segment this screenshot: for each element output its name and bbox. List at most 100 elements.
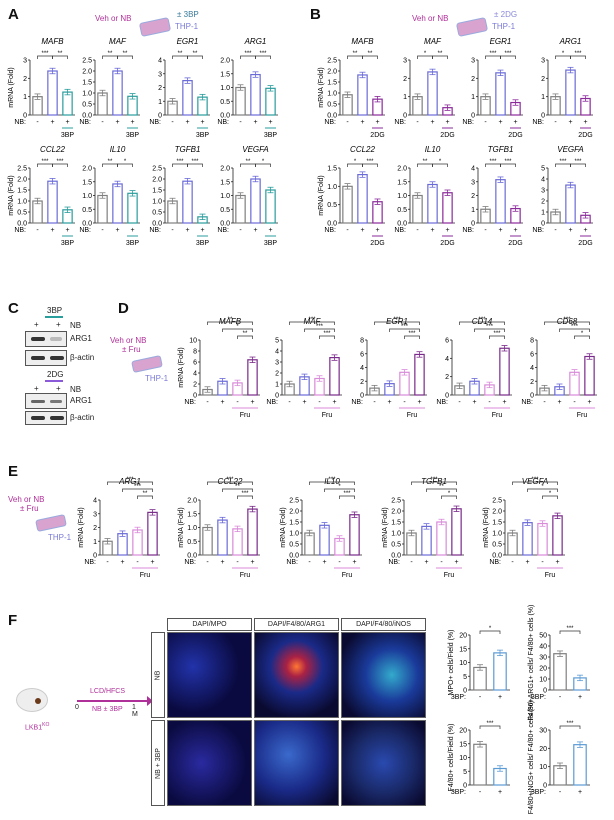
- y-tick-label: 4: [193, 371, 197, 378]
- bar: [507, 532, 518, 556]
- significance-label: **: [423, 159, 428, 165]
- y-axis-label: mRNA (Fold): [280, 507, 287, 547]
- y-tick-label: 0: [158, 113, 162, 120]
- x-tick-label: +: [557, 399, 561, 406]
- schematic-inhibitor: ± 2DG: [494, 10, 518, 19]
- y-axis-label: mRNA (Fold): [178, 507, 185, 547]
- significance-label: ***: [343, 491, 351, 497]
- x-tick-label: +: [150, 559, 154, 566]
- x-row-label: NB:: [84, 559, 96, 566]
- flask-icon: [35, 514, 67, 532]
- y-tick-label: 0.0: [220, 113, 230, 120]
- bar: [265, 189, 276, 224]
- significance-label: ***: [41, 159, 49, 165]
- y-tick-label: 15: [459, 646, 467, 653]
- y-axis-label: mRNA (Fold): [78, 507, 85, 547]
- x-tick-label: +: [513, 119, 517, 126]
- y-tick-label: 1.5: [187, 511, 197, 518]
- schematic-inhibitor: ± Fru: [122, 345, 141, 354]
- x-tick-label: -: [288, 399, 291, 406]
- stain-header: DAPI/F4/80/ARG1: [254, 618, 339, 631]
- y-tick-label: 2.5: [152, 166, 162, 173]
- bar: [436, 521, 447, 556]
- y-tick-label: 1.0: [327, 184, 337, 191]
- chart-title: CCL22: [350, 145, 375, 154]
- x-row-label: NB:: [14, 119, 26, 126]
- significance-label: ***: [366, 159, 374, 165]
- row-label-nb-3bp: NB + 3BP: [151, 720, 165, 806]
- band-label: β-actin: [70, 413, 95, 422]
- x-tick-label: +: [502, 399, 506, 406]
- blot-row-label: NB: [70, 385, 82, 394]
- y-tick-label: 0: [275, 393, 279, 400]
- x-tick-label: -: [543, 399, 546, 406]
- y-tick-label: 40: [539, 644, 547, 651]
- y-tick-label: 50: [539, 633, 547, 640]
- x-tick-label: +: [185, 119, 189, 126]
- significance-label: **: [353, 51, 358, 57]
- bar: [357, 74, 368, 116]
- x-row-label: NB:: [286, 559, 298, 566]
- inhibitor-label: 3BP: [61, 132, 75, 139]
- blot-actin: [25, 350, 67, 366]
- x-tick-label: +: [130, 227, 134, 234]
- y-tick-label: 2: [193, 382, 197, 389]
- bar: [319, 524, 330, 556]
- chart-title: IL10: [324, 477, 340, 486]
- x-row-label: NB:: [217, 119, 229, 126]
- y-tick-label: 2.5: [82, 58, 92, 65]
- blot-inhibitor-label: 2DG: [47, 370, 64, 379]
- x-tick-label: +: [430, 119, 434, 126]
- y-tick-label: 1.0: [187, 525, 197, 532]
- inhibitor-label: 3BP: [126, 240, 140, 247]
- y-tick-label: 2.0: [327, 69, 337, 76]
- bar: [147, 511, 158, 556]
- y-tick-label: 2.5: [391, 498, 401, 505]
- inhibitor-label: Fru: [342, 572, 353, 579]
- significance-label: ***: [531, 477, 539, 483]
- x-tick-label: +: [498, 227, 502, 234]
- x-tick-label: -: [171, 227, 174, 234]
- y-tick-label: 0: [23, 113, 27, 120]
- x-row-label: NB:: [149, 119, 161, 126]
- blot-arg1: [25, 331, 67, 347]
- bar-chart-a-egr1: EGR1 0 1 2 3 4 - + + NB: 3BP ** **: [149, 37, 210, 139]
- significance-label: ***: [566, 721, 574, 727]
- blot-inhibitor-label: 3BP: [47, 306, 63, 315]
- x-tick-label: -: [236, 559, 239, 566]
- inhibitor-label: 2DG: [370, 240, 384, 247]
- y-tick-label: 10: [539, 764, 547, 771]
- y-tick-label: 0.0: [492, 553, 502, 560]
- y-tick-label: 0.5: [327, 202, 337, 209]
- x-tick-label: +: [220, 399, 224, 406]
- y-tick-label: 6: [193, 360, 197, 367]
- y-tick-label: 0.0: [397, 221, 407, 228]
- y-tick-label: 20: [539, 746, 547, 753]
- y-axis-label: mRNA (Fold): [382, 507, 389, 547]
- bar: [412, 194, 423, 224]
- y-tick-label: 1: [275, 382, 279, 389]
- y-tick-label: 0: [541, 221, 545, 228]
- y-tick-label: 6: [530, 351, 534, 358]
- bar: [132, 529, 143, 556]
- y-tick-label: 3: [471, 58, 475, 65]
- y-tick-label: 1.0: [220, 85, 230, 92]
- y-tick-label: 0: [445, 393, 449, 400]
- significance-label: *: [439, 159, 442, 165]
- inhibitor-label: Fru: [577, 412, 588, 419]
- significance-label: **: [228, 317, 233, 323]
- significance-label: ***: [559, 159, 567, 165]
- panel-letter-e: E: [8, 463, 19, 480]
- inhibitor-label: 3BP: [264, 132, 278, 139]
- y-tick-label: 3: [93, 511, 97, 518]
- y-tick-label: 4: [158, 58, 162, 65]
